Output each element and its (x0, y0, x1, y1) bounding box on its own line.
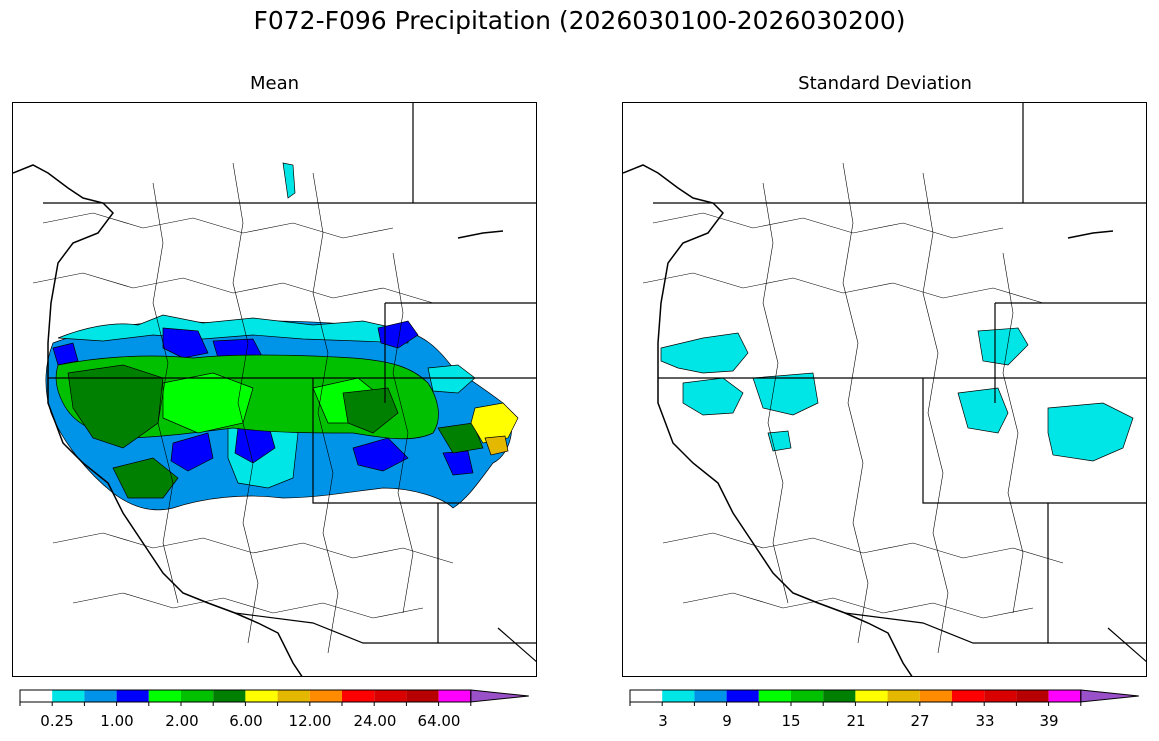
colorbar-tick-label: 2.00 (165, 712, 199, 730)
colorbar-tick-label: 0.25 (40, 712, 74, 730)
colorbar-tick-label: 9 (722, 712, 732, 730)
colorbar-segment (1016, 690, 1049, 702)
stddev-region (1047, 402, 1134, 462)
precip-region (282, 162, 296, 199)
colorbar-segment (984, 690, 1017, 702)
map-stddev[interactable] (622, 102, 1147, 677)
precip-region (437, 422, 484, 454)
panel-title-stddev: Standard Deviation (798, 73, 972, 94)
colorbar-mean-ticks: 0.25 1.00 2.00 6.00 12.00 24.00 64.00 (20, 712, 530, 732)
colorbar-segment (662, 690, 695, 702)
stddev-region (682, 377, 744, 416)
colorbar-segment (855, 690, 888, 702)
colorbar-tick-label: 64.00 (417, 712, 461, 730)
colorbar-stddev (629, 689, 1140, 706)
colorbar-segment (952, 690, 985, 702)
colorbar-segment (694, 690, 727, 702)
colorbar-segment (20, 690, 53, 702)
stddev-region (977, 327, 1029, 366)
colorbar-segment (758, 690, 791, 702)
colorbar-tick-label: 12.00 (288, 712, 332, 730)
precip-region (427, 364, 476, 394)
state-borders (43, 103, 536, 663)
colorbar-segment (148, 690, 181, 702)
precip-region (170, 432, 214, 472)
map-mean-svg (13, 103, 536, 676)
colorbar-extension (1080, 689, 1139, 703)
colorbar-tick-label: 39 (1039, 712, 1059, 730)
stddev-region (752, 372, 819, 416)
colorbar-tick-label: 21 (846, 712, 866, 730)
colorbar-mean-svg (19, 689, 529, 706)
colorbar-segment (277, 690, 310, 702)
colorbar-stddev-svg (629, 689, 1139, 706)
colorbar-segment (309, 690, 342, 702)
colorbar-segment (116, 690, 149, 702)
colorbar-segment (630, 690, 663, 702)
map-stddev-svg (623, 103, 1146, 676)
colorbar-tick-label: 24.00 (353, 712, 397, 730)
stddev-fill-layer (660, 327, 1134, 462)
precip-region (470, 402, 519, 444)
basin-boundaries (642, 162, 1064, 654)
precip-region (352, 437, 409, 472)
colorbar-segment (342, 690, 375, 702)
precip-region (484, 435, 509, 456)
stddev-region (660, 332, 749, 374)
stddev-region (957, 387, 1009, 434)
colorbar-segment (887, 690, 920, 702)
precip-region (57, 314, 409, 344)
colorbar-segment (726, 690, 759, 702)
colorbar-mean (19, 689, 530, 706)
panel-title-mean: Mean (249, 73, 300, 94)
colorbar-segment (245, 690, 278, 702)
colorbar-segment (438, 690, 471, 702)
colorbar-tick-label: 3 (658, 712, 668, 730)
colorbar-segment (84, 690, 117, 702)
colorbar-stddev-ticks: 3 9 15 21 27 33 39 (630, 712, 1140, 732)
colorbar-segment (213, 690, 246, 702)
colorbar-tick-label: 1.00 (100, 712, 134, 730)
colorbar-tick-label: 33 (975, 712, 995, 730)
precip-fill-layer (45, 162, 519, 511)
precip-region (342, 387, 399, 434)
stddev-region (767, 430, 792, 452)
colorbar-segment (406, 690, 439, 702)
precip-region (112, 457, 179, 499)
colorbar-segment (919, 690, 952, 702)
precip-region (52, 342, 79, 366)
colorbar-segment (374, 690, 407, 702)
colorbar-segment (181, 690, 214, 702)
colorbar-tick-label: 15 (781, 712, 801, 730)
map-mean[interactable] (12, 102, 537, 677)
state-borders (653, 103, 1146, 663)
basin-boundaries (32, 162, 454, 654)
colorbar-segment (791, 690, 824, 702)
colorbar-segment (1048, 690, 1081, 702)
precip-region (162, 327, 209, 359)
colorbar-segment (823, 690, 856, 702)
colorbar-tick-label: 6.00 (229, 712, 263, 730)
precip-region (377, 320, 419, 349)
colorbar-extension (470, 689, 529, 703)
precip-region (67, 364, 164, 449)
figure-title: F072-F096 Precipitation (2026030100-2026… (253, 6, 906, 35)
colorbar-segment (52, 690, 85, 702)
coastline (13, 164, 504, 676)
coastline (623, 164, 1114, 676)
colorbar-tick-label: 27 (910, 712, 930, 730)
